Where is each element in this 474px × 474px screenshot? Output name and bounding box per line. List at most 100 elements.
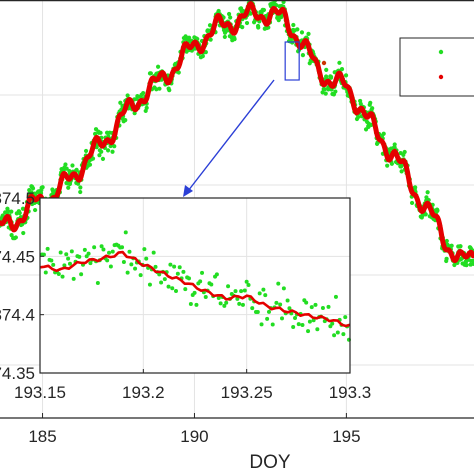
inset-observed-point xyxy=(172,264,177,269)
main-observed-point xyxy=(385,163,390,168)
inset-observed-point xyxy=(315,327,320,332)
main-observed-point xyxy=(13,235,18,240)
inset-observed-point xyxy=(142,247,147,252)
inset-observed-point xyxy=(341,332,346,337)
inset-frame xyxy=(39,197,351,374)
main-observed-point xyxy=(248,11,253,16)
zoom-arrow-head xyxy=(183,185,193,197)
inset-observed-point xyxy=(246,282,251,287)
inset-observed-point xyxy=(326,304,331,309)
inset-observed-point xyxy=(209,282,214,287)
legend-box xyxy=(399,37,474,97)
inset-observed-point xyxy=(123,230,128,235)
main-observed-point xyxy=(148,71,153,76)
main-observed-point xyxy=(78,185,83,190)
main-observed-point xyxy=(155,64,161,69)
inset-observed-point xyxy=(242,288,247,293)
inset-observed-point xyxy=(71,276,76,281)
inset-observed-point xyxy=(151,250,156,255)
main-observed-point xyxy=(471,261,474,266)
main-observed-point xyxy=(464,263,469,268)
main-observed-point xyxy=(5,208,11,214)
main-observed-point xyxy=(300,53,306,58)
inset-observed-point xyxy=(307,319,312,324)
main-observed-point xyxy=(200,54,205,59)
inset-observed-point xyxy=(107,250,112,255)
main-observed-point xyxy=(17,210,22,216)
main-observed-point xyxy=(9,209,14,214)
inset-observed-point xyxy=(147,282,152,287)
main-observed-point xyxy=(324,67,329,73)
main-observed-point xyxy=(141,90,146,96)
inset-observed-point xyxy=(278,302,283,307)
main-observed-point xyxy=(66,185,71,190)
inset-observed-point xyxy=(259,322,264,327)
main-x-tick-label: 190 xyxy=(180,427,208,446)
inset-observed-point xyxy=(309,305,314,310)
main-observed-point xyxy=(413,185,418,190)
main-x-tick-label: 195 xyxy=(332,427,360,446)
inset-observed-point xyxy=(285,298,290,303)
main-observed-point xyxy=(367,102,372,107)
main-observed-point xyxy=(381,131,386,136)
legend-fitted-marker xyxy=(438,74,444,80)
main-observed-point xyxy=(458,244,463,249)
inset-observed-point xyxy=(270,322,275,327)
inset-observed-point xyxy=(222,303,227,308)
inset-observed-point xyxy=(43,270,48,275)
inset-observed-point xyxy=(58,250,63,255)
main-observed-point xyxy=(186,35,192,40)
main-observed-point xyxy=(30,186,36,191)
inset-observed-point xyxy=(66,256,71,261)
main-observed-point xyxy=(337,60,342,65)
inset-y-tick-label: 374.5 xyxy=(0,189,35,208)
inset-observed-point xyxy=(133,266,138,271)
main-observed-point xyxy=(402,149,407,155)
inset-observed-point xyxy=(138,273,143,278)
main-observed-point xyxy=(132,111,137,116)
inset-observed-point xyxy=(60,274,65,279)
main-observed-point xyxy=(232,35,237,40)
inset-observed-point xyxy=(99,244,104,249)
main-observed-point xyxy=(295,27,300,32)
inset-observed-point xyxy=(200,270,205,275)
inset-observed-point xyxy=(170,286,175,291)
main-observed-point xyxy=(216,8,221,14)
inset-observed-point xyxy=(110,249,115,254)
inset-observed-point xyxy=(332,333,337,338)
main-observed-point xyxy=(157,86,162,91)
inset-x-tick-label: 193.3 xyxy=(329,383,372,402)
inset-observed-point xyxy=(153,264,158,269)
inset-observed-point xyxy=(67,261,72,266)
inset-observed-point xyxy=(77,254,82,259)
inset-observed-point xyxy=(95,280,100,285)
inset-observed-point xyxy=(159,280,164,285)
main-observed-point xyxy=(33,207,38,213)
main-observed-point xyxy=(274,3,279,8)
inset-fitted-series xyxy=(39,250,351,328)
legend-observed-marker xyxy=(438,49,444,55)
main-observed-point xyxy=(99,149,104,154)
inset-observed-point xyxy=(64,252,69,257)
inset-observed-point xyxy=(173,289,178,294)
inset-observed-point xyxy=(175,271,180,276)
inset-observed-point xyxy=(313,302,318,307)
inset-observed-point xyxy=(56,271,61,276)
inset-observed-point xyxy=(41,252,46,257)
main-observed-point xyxy=(291,22,296,28)
main-observed-point xyxy=(369,107,374,112)
inset-observed-point xyxy=(45,246,50,251)
main-observed-point xyxy=(110,149,115,154)
inset-observed-point xyxy=(224,300,229,305)
main-observed-point xyxy=(78,189,83,195)
inset-observed-point xyxy=(121,259,126,264)
legend xyxy=(321,37,474,97)
inset-observed-point xyxy=(239,289,244,294)
inset-y-tick-label: 374.35 xyxy=(0,364,35,383)
main-observed-point xyxy=(40,185,45,190)
zoom-rectangle xyxy=(284,41,300,81)
main-observed-point xyxy=(333,89,338,94)
main-observed-point xyxy=(423,212,428,217)
main-observed-point xyxy=(205,28,210,33)
